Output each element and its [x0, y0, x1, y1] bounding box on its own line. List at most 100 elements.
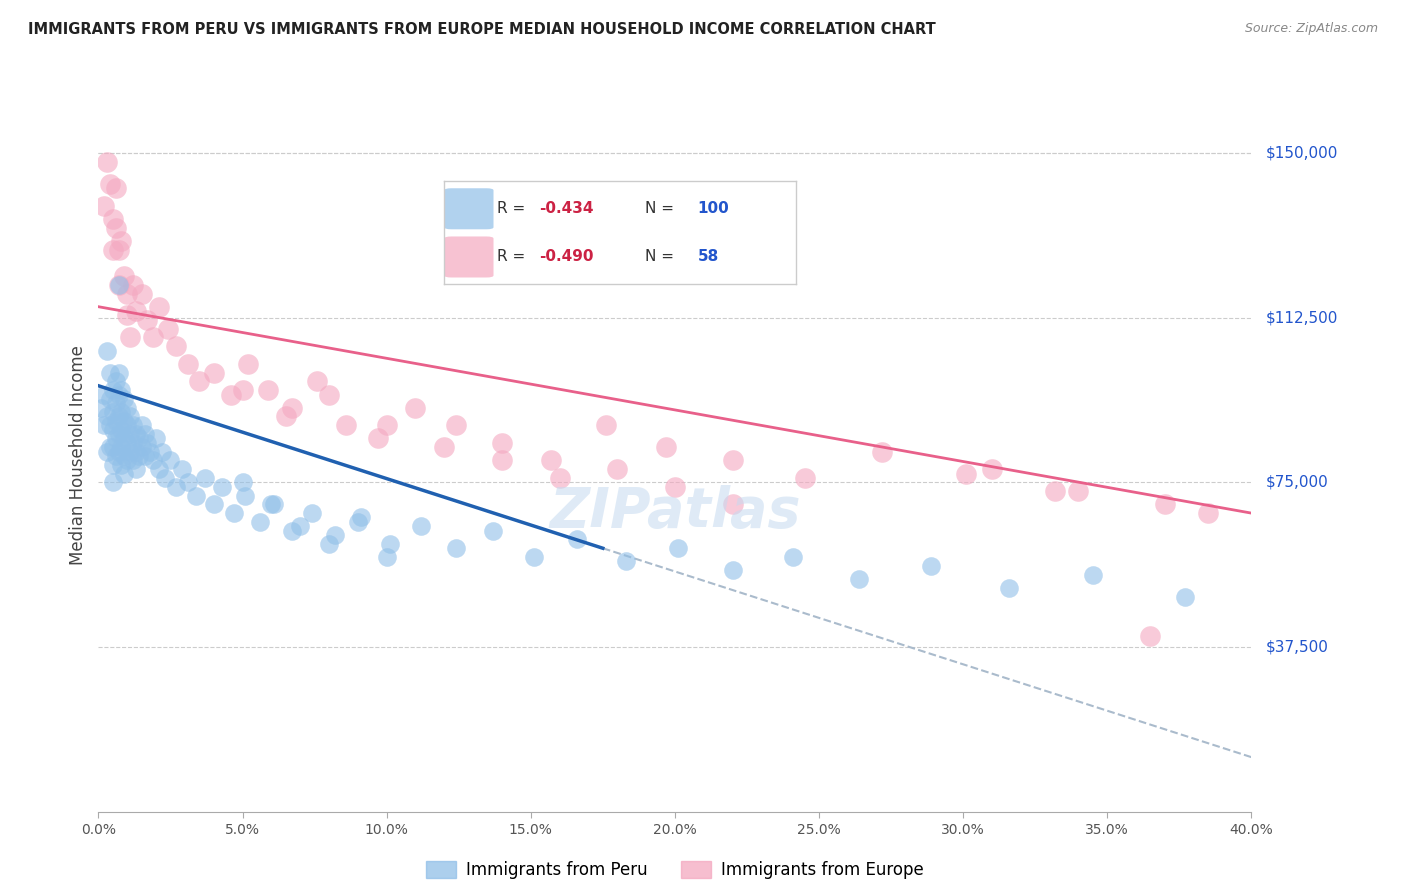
Point [104, 220, 127, 235]
Point [482, 524, 505, 538]
Point [110, 383, 132, 397]
Text: -0.490: -0.490 [538, 250, 593, 265]
Point [128, 449, 150, 463]
Y-axis label: Median Household Income: Median Household Income [69, 345, 87, 565]
Point [981, 462, 1004, 476]
Text: ZIPatlas: ZIPatlas [550, 485, 800, 539]
Point [96, 444, 118, 458]
Point [104, 414, 127, 428]
Point [290, 519, 312, 533]
FancyBboxPatch shape [444, 188, 494, 229]
Point [655, 440, 678, 454]
Text: N =: N = [644, 250, 679, 265]
Point [186, 489, 208, 503]
Point [107, 277, 129, 292]
Point [235, 489, 257, 503]
Text: $37,500: $37,500 [1265, 640, 1329, 655]
Point [107, 427, 129, 442]
Text: IMMIGRANTS FROM PERU VS IMMIGRANTS FROM EUROPE MEDIAN HOUSEHOLD INCOME CORRELATI: IMMIGRANTS FROM PERU VS IMMIGRANTS FROM … [28, 22, 936, 37]
Point [170, 462, 193, 476]
Point [664, 480, 686, 494]
Point [96, 154, 118, 169]
Point [98, 177, 121, 191]
Point [782, 549, 804, 564]
Point [104, 396, 127, 410]
Point [222, 506, 245, 520]
Point [107, 387, 129, 401]
Point [112, 392, 135, 406]
Point [101, 383, 124, 397]
Point [335, 418, 357, 433]
Text: -0.434: -0.434 [538, 202, 593, 216]
Point [378, 537, 401, 551]
Point [1139, 629, 1161, 643]
Point [107, 243, 129, 257]
Point [90, 401, 112, 415]
Point [120, 409, 142, 424]
Point [134, 427, 156, 442]
Point [117, 401, 138, 415]
Point [367, 432, 389, 446]
Point [280, 524, 302, 538]
Point [1153, 497, 1175, 511]
Point [125, 304, 148, 318]
Point [120, 427, 142, 442]
Point [263, 497, 285, 511]
Point [112, 449, 135, 463]
Point [125, 427, 148, 442]
Point [1197, 506, 1219, 520]
Point [110, 440, 132, 454]
Point [318, 537, 340, 551]
Point [98, 366, 121, 380]
Point [156, 321, 179, 335]
Point [1045, 484, 1067, 499]
Point [104, 181, 127, 195]
Point [101, 211, 124, 226]
Point [148, 300, 170, 314]
Point [107, 277, 129, 292]
Point [540, 453, 562, 467]
Text: 100: 100 [697, 202, 730, 216]
Point [565, 533, 588, 547]
Point [548, 471, 571, 485]
Point [1067, 484, 1090, 499]
Point [120, 444, 142, 458]
Point [159, 453, 181, 467]
Point [323, 528, 346, 542]
Point [120, 330, 142, 344]
Point [98, 418, 121, 433]
Point [136, 313, 159, 327]
Point [101, 243, 124, 257]
Point [491, 435, 513, 450]
Point [122, 453, 145, 467]
Point [411, 519, 433, 533]
Point [112, 414, 135, 428]
Point [110, 458, 132, 472]
Point [188, 375, 211, 389]
Point [136, 435, 159, 450]
Point [131, 440, 153, 454]
Text: Source: ZipAtlas.com: Source: ZipAtlas.com [1244, 22, 1378, 36]
Point [211, 480, 233, 494]
Point [165, 480, 187, 494]
Point [350, 510, 373, 524]
Point [101, 423, 124, 437]
Point [998, 581, 1021, 595]
Point [721, 497, 744, 511]
Point [110, 405, 132, 419]
Point [101, 405, 124, 419]
Point [134, 449, 156, 463]
Point [112, 268, 135, 283]
Point [920, 558, 942, 573]
Point [955, 467, 977, 481]
Point [96, 343, 118, 358]
Point [122, 435, 145, 450]
Point [848, 572, 870, 586]
Point [231, 383, 254, 397]
Point [96, 409, 118, 424]
Point [93, 387, 115, 401]
Point [107, 444, 129, 458]
Text: N =: N = [644, 202, 679, 216]
Point [122, 277, 145, 292]
Point [122, 418, 145, 433]
